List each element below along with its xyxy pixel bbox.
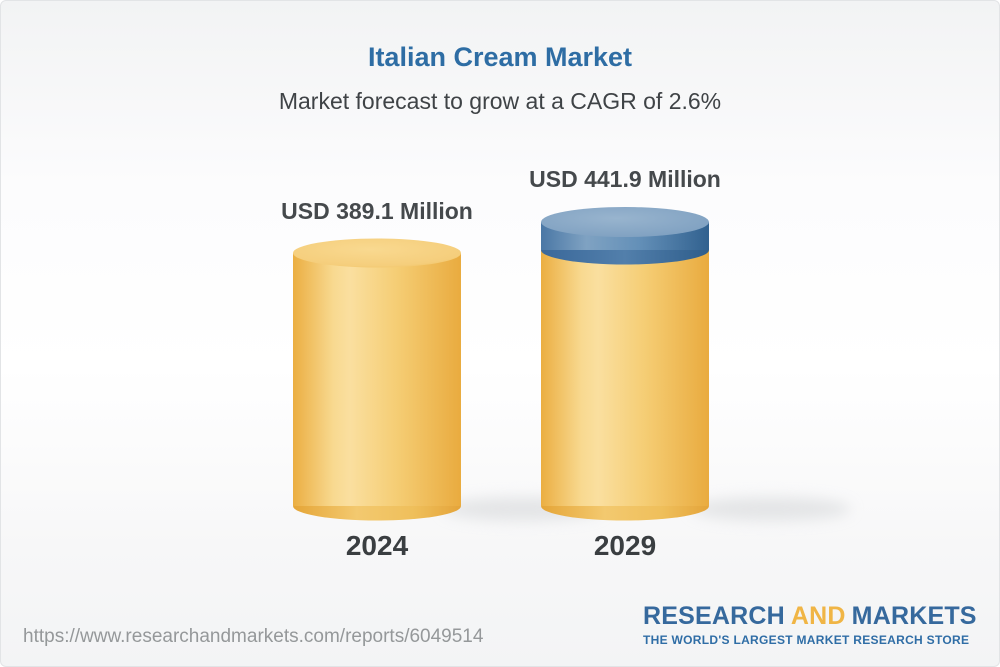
- logo-wordmark: RESEARCH AND MARKETS: [643, 602, 977, 630]
- cylinder-2024-body: [293, 253, 461, 506]
- cylinder-2029: [541, 207, 851, 521]
- category-label-2024: 2024: [345, 530, 409, 561]
- cylinder-2029-shadow: [691, 497, 851, 521]
- logo-word-markets: MARKETS: [851, 602, 977, 630]
- logo-tagline: THE WORLD'S LARGEST MARKET RESEARCH STOR…: [643, 633, 970, 647]
- category-label-2029: 2029: [593, 530, 657, 561]
- cylinder-2024-top: [293, 238, 461, 268]
- page-subtitle: Market forecast to grow at a CAGR of 2.6…: [278, 88, 722, 114]
- cylinder-2029-body: [541, 241, 709, 506]
- logo-word-and: AND: [790, 602, 846, 630]
- research-and-markets-logo: RESEARCH AND MARKETS THE WORLD'S LARGEST M…: [643, 602, 977, 647]
- cylinder-2029-top: [541, 207, 709, 237]
- report-url: https://www.researchandmarkets.com/repor…: [23, 626, 484, 647]
- value-label-2024: USD 389.1 Million: [281, 198, 473, 224]
- value-label-2029: USD 441.9 Million: [529, 166, 721, 192]
- cylinder-2024: [293, 238, 603, 521]
- logo-word-research: RESEARCH: [643, 602, 785, 630]
- page-title: Italian Cream Market: [367, 42, 633, 72]
